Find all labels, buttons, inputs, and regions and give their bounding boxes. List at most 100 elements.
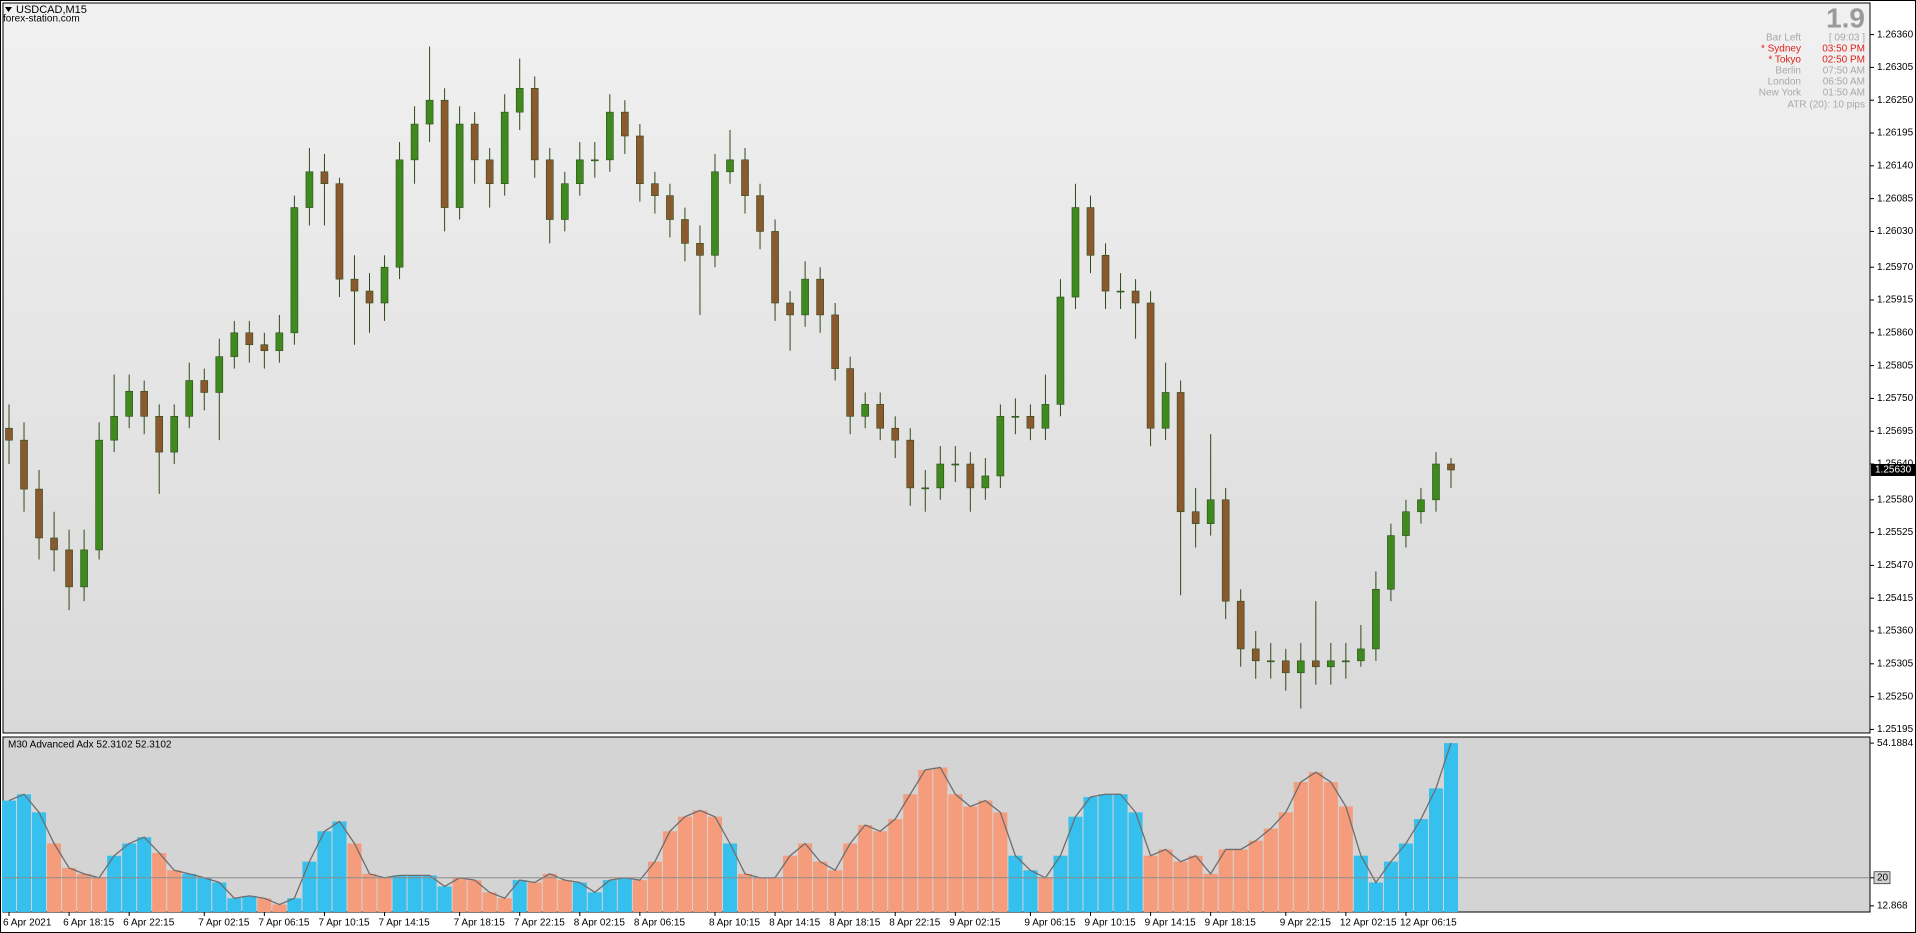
adx-bar [1113,794,1128,912]
candle-body [1417,499,1425,513]
adx-bar [1083,797,1098,912]
adx-bar [1128,812,1143,912]
x-tick-label: 12 Apr 06:15 [1400,918,1457,929]
candle-body [365,290,374,304]
x-tick-label: 7 Apr 22:15 [514,918,566,929]
candle-body [200,380,209,393]
candle-body [1101,254,1110,292]
candle-body [350,278,359,292]
candle-body [696,243,704,256]
adx-bar [467,880,482,912]
y-tick-label: 20 [1877,872,1889,883]
adx-bar [1158,849,1173,912]
candle-body [876,404,885,429]
x-tick-label: 6 Apr 2021 [3,918,52,929]
x-tick-label: 9 Apr 06:15 [1024,918,1076,929]
x-tick-label: 7 Apr 10:15 [318,918,370,929]
adx-bar [227,898,242,912]
adx-bar [858,824,873,912]
menu-icon[interactable] [5,7,12,12]
adx-bar [1353,855,1368,912]
candle-body [470,123,479,161]
adx-bar [978,800,993,912]
adx-bar [993,812,1008,912]
adx-bar [257,898,272,912]
adx-bar [62,867,77,912]
adx-bar [317,831,332,912]
adx-bar [1,800,17,912]
adx-bar [302,861,317,912]
y-tick-label: 1.26250 [1877,95,1914,106]
adx-bar [242,895,257,912]
adx-bar [422,875,437,912]
y-tick-label: 1.26305 [1877,62,1914,73]
y-tick-label: 1.26195 [1877,128,1914,139]
adx-bar [692,810,707,912]
info-value: 06:50 AM [1823,77,1865,88]
current-price-box [1871,463,1915,476]
adx-bar [1173,861,1188,912]
candle-body [1387,535,1395,590]
x-tick-label: 8 Apr 14:15 [769,918,821,929]
candle-body [966,463,975,489]
candle-body [530,87,539,161]
candle-body [545,159,554,220]
candle-body [440,99,449,208]
candle-body [756,195,764,232]
adx-bar [1008,855,1023,912]
candle-body [1071,207,1080,298]
adx-bar [497,898,512,912]
adx-bar [632,880,647,912]
candle-body [110,416,118,441]
candle-body [1447,463,1455,471]
candle-body [1372,588,1380,650]
candle-body [380,266,389,304]
candle-body [1116,290,1125,293]
adx-bar [1293,782,1308,912]
candle-body [320,171,329,185]
x-tick-label: 8 Apr 22:15 [889,918,941,929]
adx-bar [768,877,783,912]
x-tick-label: 7 Apr 18:15 [454,918,506,929]
candle-body [1026,416,1035,429]
candle-body [560,183,569,220]
adx-bar [1203,873,1218,912]
adx-bar [1233,849,1248,912]
adx-bar [332,821,347,912]
y-tick-label: 1.26030 [1877,226,1914,237]
candle-body [1161,392,1170,429]
y-tick-label: 1.25860 [1877,327,1914,338]
adx-bar [1413,819,1428,912]
adx-bar [107,855,122,912]
candle-body [1041,404,1050,429]
adx-bar [903,794,918,912]
adx-bar [287,898,302,912]
y-tick-label: 1.26360 [1877,29,1914,40]
candle-body [1432,463,1440,501]
adx-bar [1368,882,1383,912]
candle-body [455,123,464,208]
candle-body [1342,660,1350,663]
adx-bar [1143,855,1158,912]
candle-body [1312,660,1320,668]
adx-bar [1308,772,1323,912]
candle-body [1402,511,1410,536]
y-tick-label: 1.25695 [1877,426,1914,437]
candle-body [711,171,719,256]
adx-bar [197,877,212,912]
adx-bar [828,870,843,912]
adx-bar [933,767,948,912]
info-value: 02:50 PM [1822,55,1865,66]
adx-bar [1248,840,1263,912]
candle-body [621,111,629,137]
candle-body [1011,416,1020,418]
candle-body [981,475,990,489]
y-tick-label: 1.26140 [1877,160,1914,171]
x-tick-label: 7 Apr 06:15 [258,918,310,929]
info-value: 07:50 AM [1823,66,1865,77]
candle-body [726,159,734,173]
candle-body [395,159,404,268]
y-tick-label: 1.25250 [1877,691,1914,702]
adx-bar [512,880,527,912]
candle-body [666,195,674,220]
